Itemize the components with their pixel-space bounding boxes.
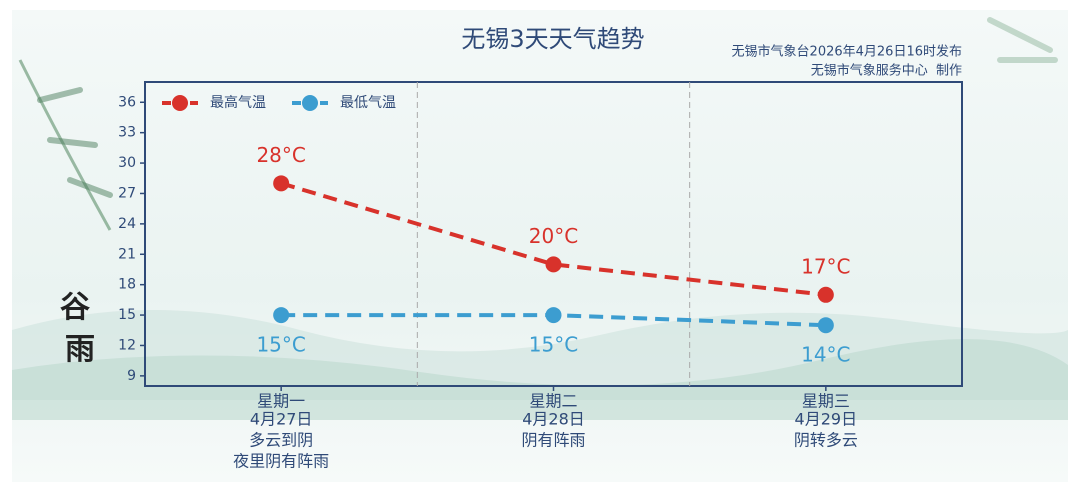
x-tick-label: 星期二: [529, 392, 577, 411]
point: [817, 317, 834, 334]
badge: 雨: [65, 333, 95, 366]
x-tick-label: 星期三: [802, 392, 850, 411]
y-tick-label: 24: [118, 216, 136, 232]
x-tick-label: 星期一: [257, 392, 305, 411]
value-label: 14°C: [801, 343, 850, 367]
value-label: 20°C: [529, 224, 578, 248]
legend-label: 最高气温: [210, 94, 266, 111]
weather-label: 阴有阵雨: [521, 431, 585, 450]
value-label: 15°C: [256, 333, 305, 357]
series-line: [280, 181, 827, 297]
value-label: 15°C: [529, 333, 578, 357]
y-tick-label: 33: [118, 125, 136, 141]
y-tick-label: 21: [118, 246, 136, 262]
y-tick-label: 15: [118, 307, 136, 323]
date-label: 4月28日: [522, 410, 585, 429]
weather-label: 夜里阴有阵雨: [233, 452, 329, 471]
point: [273, 175, 290, 192]
bamboo-leaf: [37, 87, 113, 198]
value-label: 17°C: [801, 254, 850, 278]
point: [273, 307, 290, 324]
subtitle: 无锡市气象台2026年4月26日16时发布: [732, 44, 962, 60]
point: [545, 256, 562, 273]
date-label: 4月29日: [795, 410, 858, 429]
legend-label: 最低气温: [340, 95, 396, 111]
y-tick-label: 36: [118, 94, 136, 110]
point: [545, 307, 562, 324]
legend-marker: [302, 95, 318, 111]
weather-label: 多云到阴: [249, 431, 313, 450]
date-label: 4月27日: [250, 410, 313, 429]
y-tick-label: 12: [118, 337, 136, 353]
y-tick-label: 27: [118, 185, 136, 201]
legend-marker: [172, 95, 188, 111]
y-tick-label: 30: [118, 155, 136, 171]
y-tick-label: 9: [127, 368, 136, 384]
mountain: [12, 339, 1068, 420]
chart-title: 无锡3天天气趋势: [461, 25, 644, 53]
point: [817, 286, 834, 303]
bamboo-leaf: [987, 17, 1058, 63]
y-tick-label: 18: [118, 277, 136, 293]
subtitle: 无锡市气象服务中心 制作: [811, 63, 962, 79]
value-label: 28°C: [256, 143, 305, 167]
weather-label: 阴转多云: [794, 431, 858, 450]
badge: 谷: [60, 291, 90, 324]
